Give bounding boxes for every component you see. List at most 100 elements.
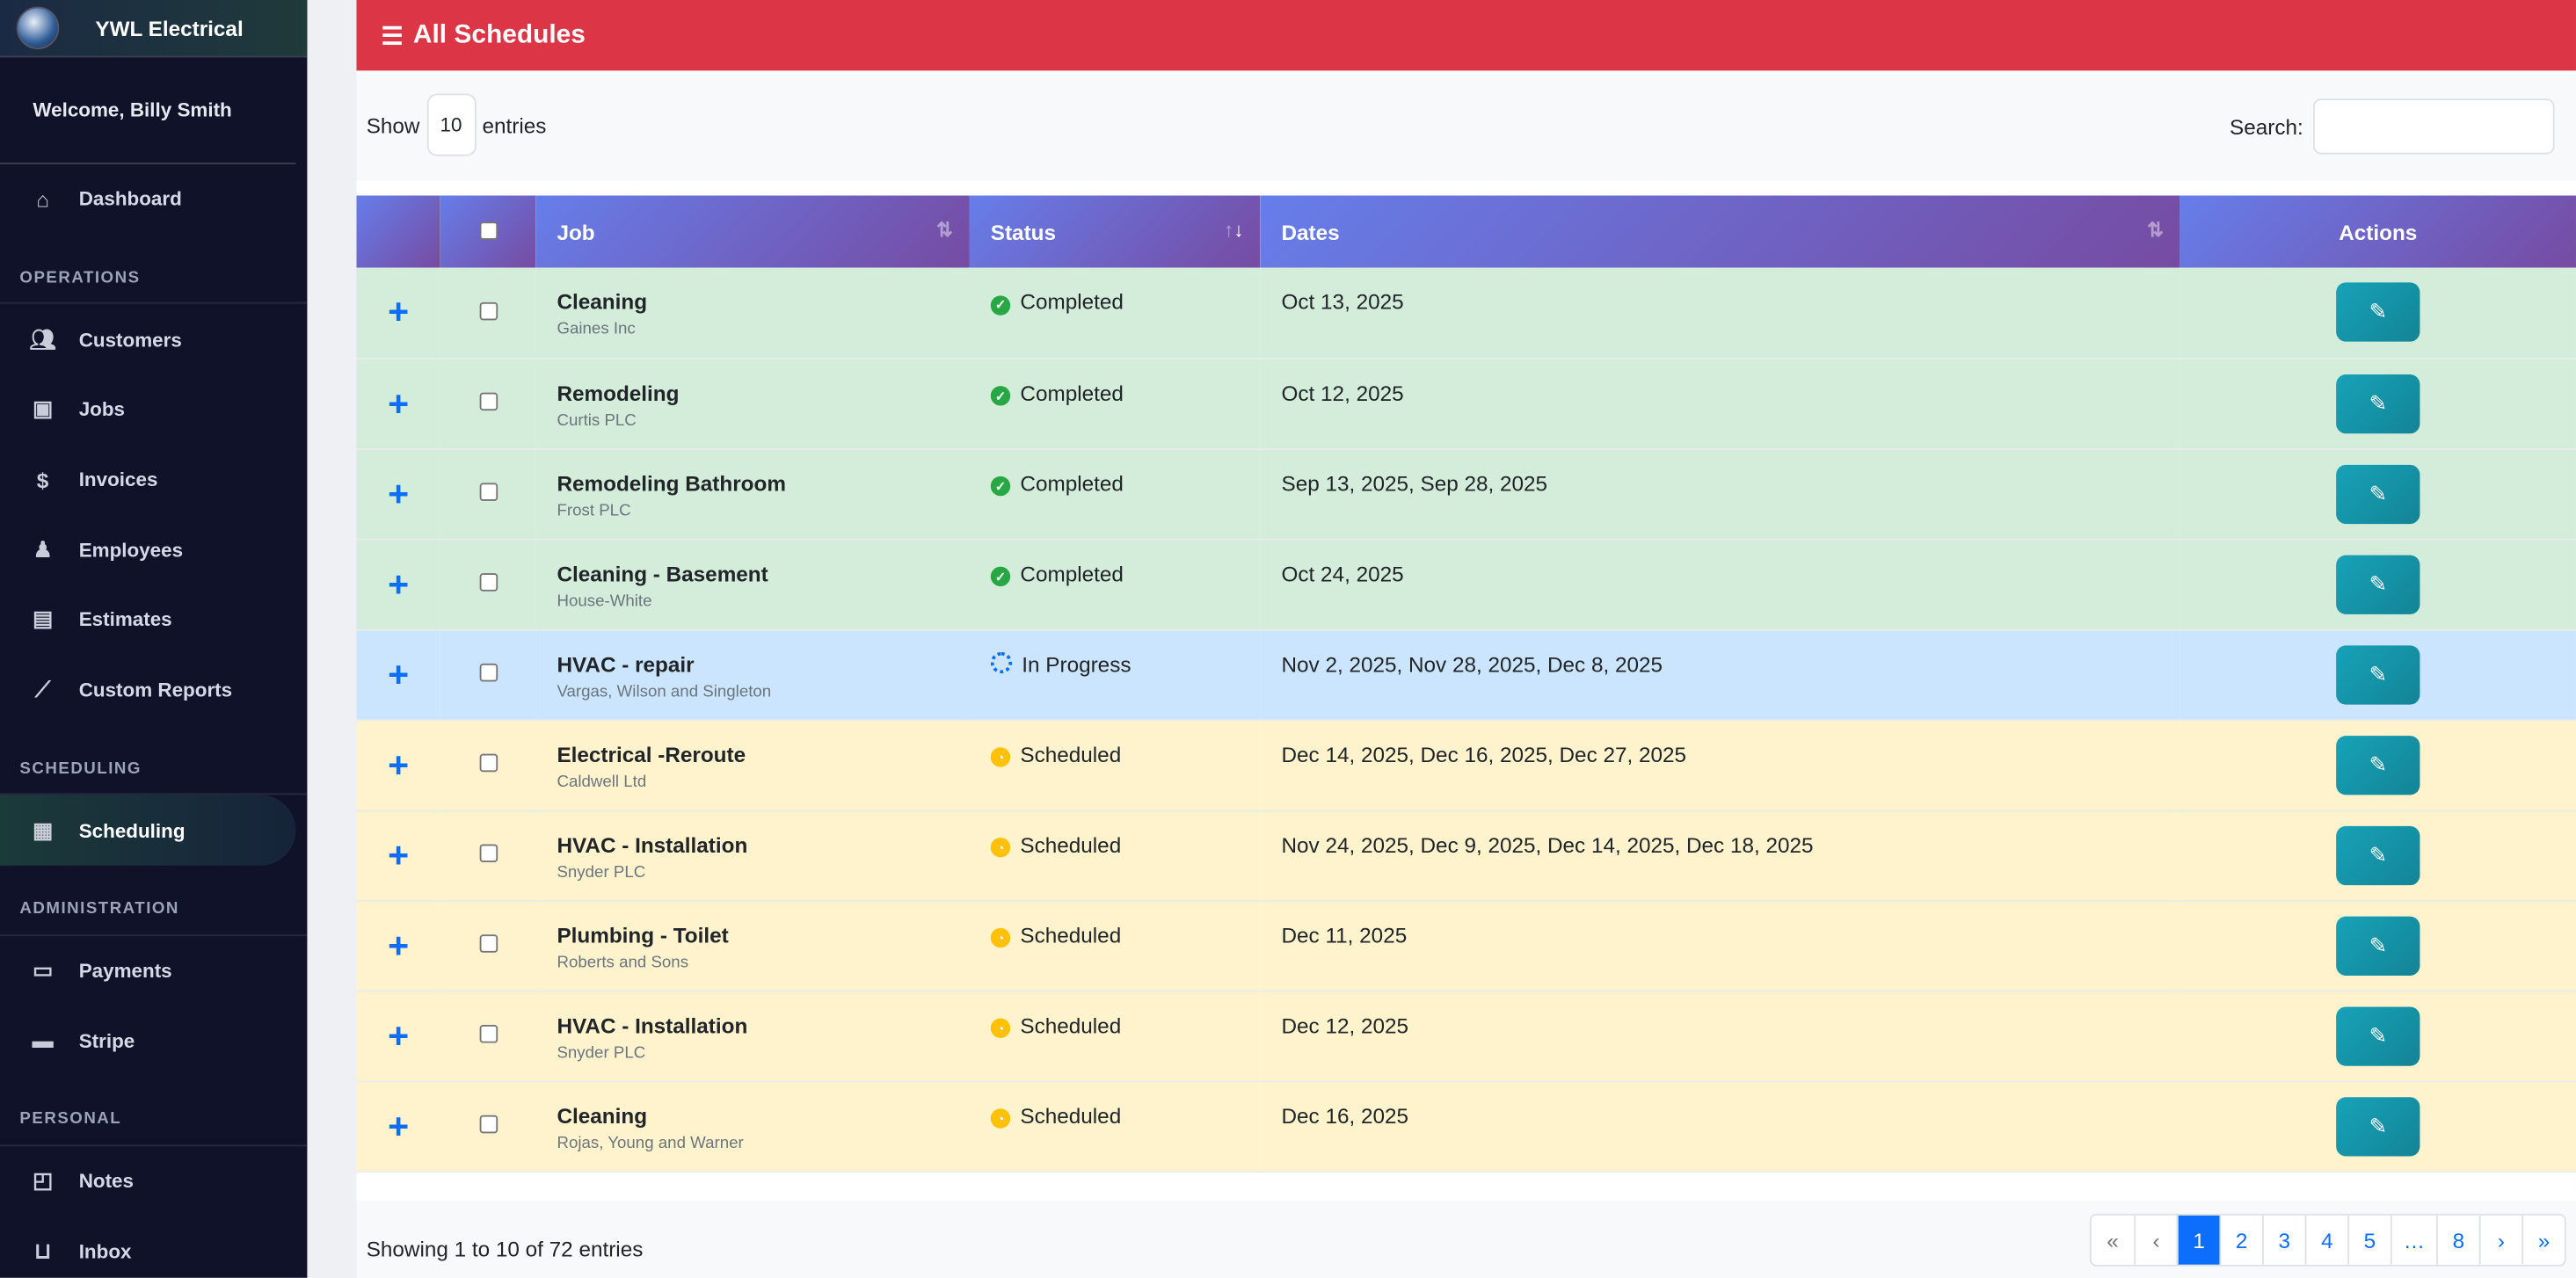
page-link[interactable]: › [2478,1215,2522,1265]
page-link[interactable]: 1 [2176,1215,2220,1265]
table-row: + Remodeling Bathroom Frost PLC ✓ Completed S… [356,448,2576,540]
column-header-status[interactable]: Status ↑↓ [969,195,1261,268]
row-checkbox[interactable] [478,844,498,863]
expand-row-button[interactable]: + [356,899,440,991]
sidebar-item-label: Employees [78,538,184,562]
column-label: Dates [1281,219,1340,244]
chart-line-icon: ⟋ [35,677,51,702]
status-cell: ✓ Completed [969,448,1261,540]
column-label: Job [557,219,595,244]
table-row: + HVAC - Installation Snyder PLC ◔ Scheduled… [356,810,2576,901]
row-checkbox[interactable] [478,301,498,320]
edit-button[interactable]: ✎ [2336,824,2420,885]
expand-row-button[interactable]: + [356,719,440,811]
edit-button[interactable]: ✎ [2336,282,2420,343]
search-input[interactable] [2312,98,2555,155]
edit-button[interactable]: ✎ [2336,463,2420,524]
sidebar-item-label: Custom Reports [78,679,233,702]
status-badge: In Progress [1022,651,1132,677]
sidebar-item-label: Customers [78,328,182,352]
sidebar-item-estimates[interactable]: ▤ Estimates [0,585,307,655]
page-link[interactable]: 2 [2219,1215,2262,1265]
edit-icon: ✎ [2369,299,2387,324]
dates-cell: Dec 16, 2025 [1260,1080,2180,1173]
expand-row-button[interactable]: + [356,1080,440,1173]
sidebar-item-inbox[interactable]: ⊔ Inbox [0,1216,307,1277]
page-link[interactable]: « [2107,1227,2119,1253]
row-checkbox[interactable] [478,392,498,411]
expand-row-button[interactable]: + [356,448,440,540]
sidebar-item-scheduling[interactable]: ▦ Scheduling [0,795,296,866]
dates-cell: Oct 12, 2025 [1260,358,2180,450]
page-link[interactable]: ‹ [2134,1215,2177,1265]
sidebar-item-notes[interactable]: ◰ Notes [0,1146,307,1216]
expand-row-button[interactable]: + [356,990,440,1082]
plus-icon: + [388,924,410,965]
credit-card-icon: ▬ [32,1027,54,1053]
expand-row-button[interactable]: + [356,810,440,901]
sidebar-item-invoices[interactable]: $ Invoices [0,445,307,515]
dates-cell: Dec 12, 2025 [1260,990,2180,1082]
status-cell: ◔ Scheduled [969,810,1261,901]
calendar-check-icon: ▦ [33,817,54,842]
expand-row-button[interactable]: + [356,538,440,630]
column-header-dates[interactable]: Dates ⇅ [1260,195,2180,268]
page-link[interactable]: … [2390,1215,2436,1265]
schedules-table: Job ⇅ Status ↑↓ Dates ⇅ Actions + Cleaning Ga… [356,195,2576,1173]
edit-button[interactable]: ✎ [2336,554,2420,614]
job-cell: HVAC - Installation Snyder PLC [535,810,970,901]
edit-button[interactable]: ✎ [2336,1096,2420,1156]
select-all-checkbox[interactable] [478,221,498,239]
row-checkbox[interactable] [478,573,498,592]
table-row: + Cleaning Rojas, Young and Warner ◔ Schedul… [356,1080,2576,1173]
row-checkbox[interactable] [478,934,498,953]
dates-cell: Oct 24, 2025 [1260,538,2180,630]
row-checkbox[interactable] [478,1025,498,1043]
edit-button[interactable]: ✎ [2336,735,2420,795]
entries-length-select[interactable]: 10 [426,93,477,156]
sidebar-item-customers[interactable]: 👥︎ Customers [0,304,307,374]
plus-icon: + [388,562,410,604]
sidebar-item-jobs[interactable]: ▣ Jobs [0,374,307,445]
expand-row-button[interactable]: + [356,267,440,359]
sidebar-item-dashboard[interactable]: ⌂ Dashboard [0,164,307,235]
edit-button[interactable]: ✎ [2336,644,2420,704]
job-title: Cleaning [557,288,648,314]
status-cell: ◔ Scheduled [969,719,1261,811]
page-link[interactable]: 5 [2347,1215,2390,1265]
ywldata-logo [16,6,60,50]
sort-desc-icon: ↑↓ [1224,218,1244,242]
edit-button[interactable]: ✎ [2336,1006,2420,1065]
client-name: Snyder PLC [557,1043,646,1063]
row-select-cell [440,448,536,540]
length-control: Show 10 entries [367,93,546,156]
money-bill-icon: ▭ [33,957,54,983]
expand-row-button[interactable]: + [356,358,440,450]
sidebar-item-employees[interactable]: ♟ Employees [0,515,307,585]
clock-icon: ◔ [990,742,1011,767]
page-link[interactable]: » [2521,1215,2565,1265]
schedule-dates: Oct 24, 2025 [1281,561,1404,586]
page-link[interactable]: 3 [2262,1215,2305,1265]
sidebar-item-stripe[interactable]: ▬ Stripe [0,1006,307,1076]
actions-cell: ✎ [2179,358,2576,450]
job-title: Electrical -Reroute [557,741,746,766]
actions-cell: ✎ [2179,1080,2576,1173]
client-name: Caldwell Ltd [557,773,647,791]
row-checkbox[interactable] [478,753,498,773]
brand[interactable]: YWL Electrical [0,0,308,58]
edit-button[interactable]: ✎ [2336,374,2420,433]
edit-button[interactable]: ✎ [2336,915,2420,976]
row-checkbox[interactable] [478,1115,498,1134]
sidebar-item-label: Stripe [78,1028,135,1053]
column-header-job[interactable]: Job ⇅ [535,195,970,268]
sidebar-item-label: Scheduling [78,818,186,842]
sidebar-item-payments[interactable]: ▭ Payments [0,935,307,1006]
page-link[interactable]: 8 [2436,1215,2479,1265]
row-checkbox[interactable] [478,483,498,501]
page-link[interactable]: 4 [2304,1215,2348,1265]
check-circle-icon: ✓ [990,289,1011,315]
row-checkbox[interactable] [478,663,498,682]
expand-row-button[interactable]: + [356,628,440,721]
sidebar-item-custom-reports[interactable]: ⟋ Custom Reports [0,655,307,725]
